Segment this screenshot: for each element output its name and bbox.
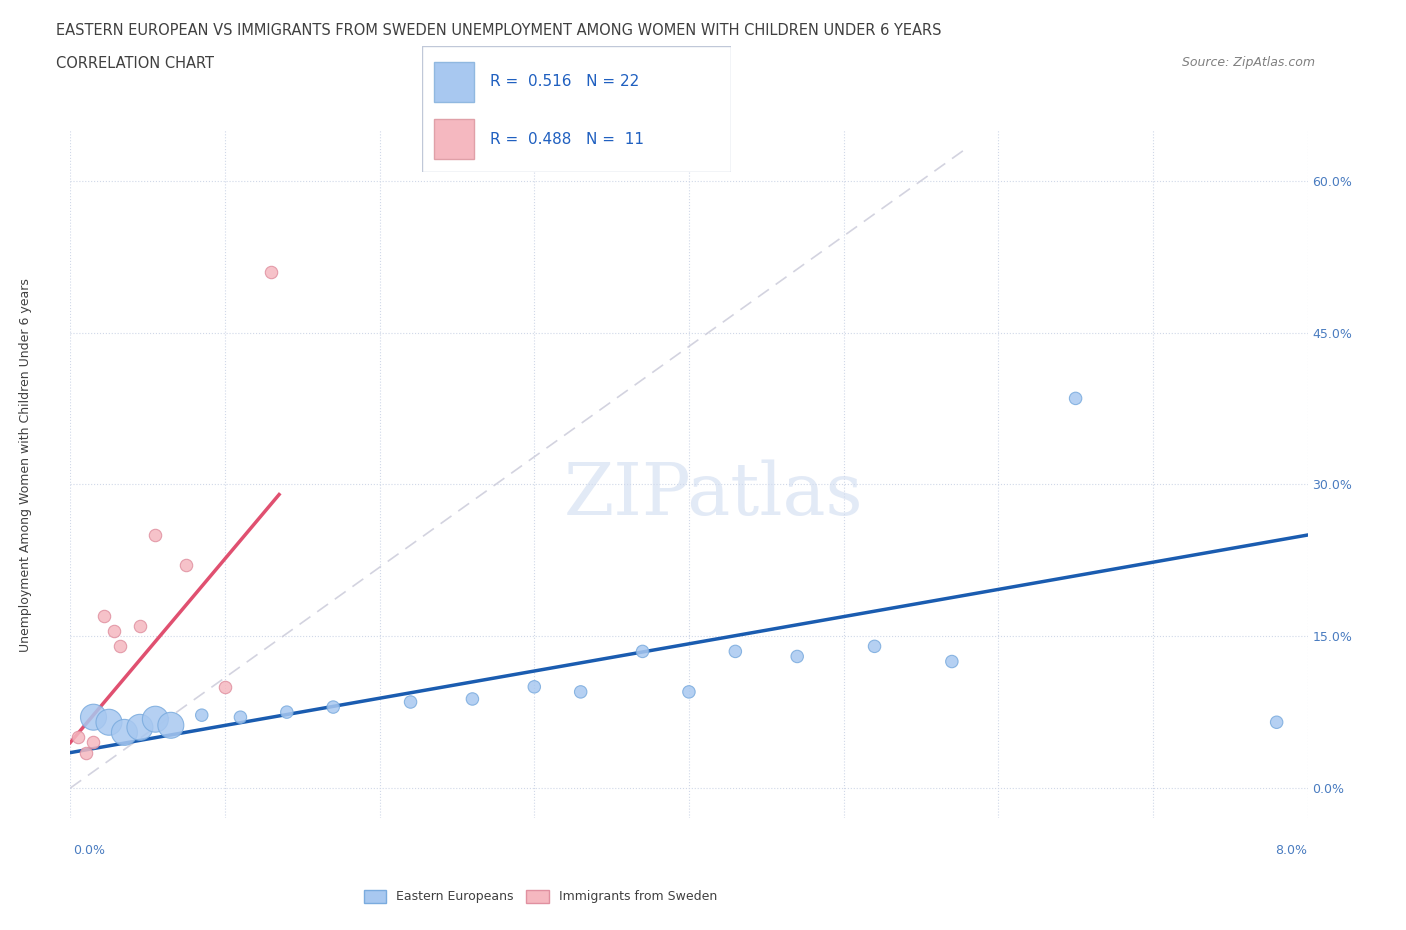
- FancyBboxPatch shape: [434, 61, 474, 101]
- Point: [863, 639, 886, 654]
- Point: [191, 708, 214, 723]
- Point: [322, 699, 344, 714]
- Point: [114, 725, 135, 740]
- Point: [214, 680, 236, 695]
- Text: Source: ZipAtlas.com: Source: ZipAtlas.com: [1181, 56, 1315, 69]
- Point: [631, 644, 654, 658]
- FancyBboxPatch shape: [434, 119, 474, 160]
- Text: 8.0%: 8.0%: [1275, 844, 1308, 857]
- Point: [399, 695, 422, 710]
- Point: [724, 644, 747, 658]
- Text: Unemployment Among Women with Children Under 6 years: Unemployment Among Women with Children U…: [18, 278, 32, 652]
- Text: 0.0%: 0.0%: [73, 844, 105, 857]
- Point: [461, 692, 484, 707]
- Point: [129, 720, 152, 735]
- Text: EASTERN EUROPEAN VS IMMIGRANTS FROM SWEDEN UNEMPLOYMENT AMONG WOMEN WITH CHILDRE: EASTERN EUROPEAN VS IMMIGRANTS FROM SWED…: [56, 23, 942, 38]
- Point: [98, 715, 120, 730]
- Point: [160, 718, 183, 733]
- Point: [569, 684, 592, 699]
- Point: [276, 705, 298, 720]
- Text: ZIPatlas: ZIPatlas: [564, 459, 863, 530]
- Point: [82, 710, 105, 724]
- Text: R =  0.488   N =  11: R = 0.488 N = 11: [489, 132, 644, 147]
- Point: [93, 608, 115, 623]
- Point: [103, 624, 125, 639]
- Point: [82, 735, 105, 750]
- Text: CORRELATION CHART: CORRELATION CHART: [56, 56, 214, 71]
- Point: [941, 654, 963, 669]
- Point: [1064, 391, 1087, 405]
- Point: [260, 264, 283, 279]
- Point: [129, 618, 152, 633]
- Legend: Eastern Europeans, Immigrants from Sweden: Eastern Europeans, Immigrants from Swede…: [359, 884, 723, 909]
- FancyBboxPatch shape: [422, 46, 731, 172]
- Point: [174, 558, 197, 573]
- Point: [145, 527, 166, 542]
- Point: [67, 730, 90, 745]
- Point: [523, 680, 546, 695]
- Point: [108, 639, 131, 654]
- Point: [786, 649, 808, 664]
- Point: [145, 711, 166, 726]
- Point: [229, 710, 252, 724]
- Point: [1265, 715, 1288, 730]
- Text: R =  0.516   N = 22: R = 0.516 N = 22: [489, 74, 640, 89]
- Point: [75, 745, 97, 760]
- Point: [678, 684, 700, 699]
